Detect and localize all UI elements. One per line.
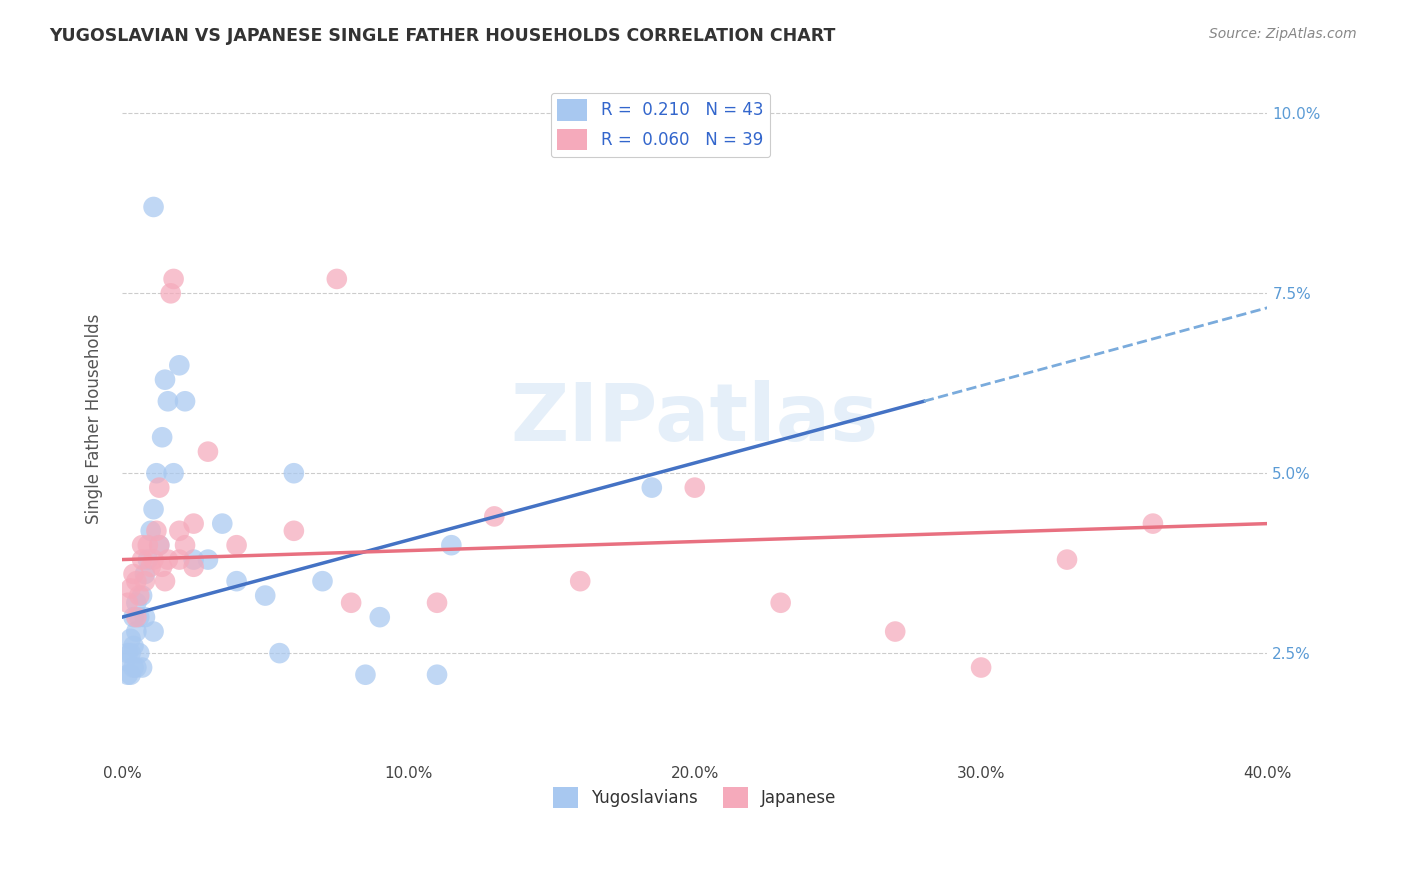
Point [153,373,176,387]
Point [125,624,148,639]
Point [128,589,150,603]
Point [150,430,173,444]
Point [162,272,184,286]
Point [120,667,142,681]
Point [120,646,142,660]
Point [114,653,136,667]
Point [169,359,191,373]
Point [139,524,162,538]
Point [142,552,165,566]
Point [125,596,148,610]
Point [440,538,463,552]
Point [125,610,148,624]
Point [120,582,142,596]
Text: YUGOSLAVIAN VS JAPANESE SINGLE FATHER HOUSEHOLDS CORRELATION CHART: YUGOSLAVIAN VS JAPANESE SINGLE FATHER HO… [49,27,835,45]
Point [197,552,219,566]
Point [169,524,191,538]
Point [148,538,170,552]
Point [128,646,150,660]
Point [197,444,219,458]
Point [426,667,449,681]
Point [183,552,205,566]
Point [156,552,179,566]
Point [117,596,139,610]
Point [641,481,664,495]
Point [131,552,153,566]
Point [426,596,449,610]
Point [269,646,291,660]
Point [122,660,145,674]
Point [884,624,907,639]
Point [326,272,349,286]
Point [150,559,173,574]
Point [148,538,170,552]
Point [156,394,179,409]
Point [117,667,139,681]
Text: Source: ZipAtlas.com: Source: ZipAtlas.com [1209,27,1357,41]
Point [136,538,159,552]
Point [183,516,205,531]
Point [769,596,792,610]
Point [970,660,993,674]
Point [128,610,150,624]
Point [1056,552,1078,566]
Point [283,467,305,481]
Point [142,502,165,516]
Point [122,610,145,624]
Point [117,646,139,660]
Point [142,624,165,639]
Point [340,596,363,610]
Text: ZIPatlas: ZIPatlas [510,380,879,458]
Point [134,574,156,589]
Point [122,639,145,653]
Point [169,552,191,566]
Point [131,538,153,552]
Point [145,524,167,538]
Point [225,574,247,589]
Point [131,589,153,603]
Point [148,481,170,495]
Point [311,574,333,589]
Point [183,559,205,574]
Point [569,574,592,589]
Legend: Yugoslavians, Japanese: Yugoslavians, Japanese [546,780,844,814]
Point [162,467,184,481]
Point [134,610,156,624]
Point [120,632,142,646]
Point [122,566,145,581]
Point [225,538,247,552]
Point [254,589,277,603]
Point [145,467,167,481]
Point [139,559,162,574]
Point [153,574,176,589]
Point [125,660,148,674]
Point [174,394,197,409]
Point [125,574,148,589]
Point [131,660,153,674]
Point [136,552,159,566]
Point [159,286,181,301]
Point [354,667,377,681]
Point [283,524,305,538]
Point [1142,516,1164,531]
Point [211,516,233,531]
Point [174,538,197,552]
Point [484,509,506,524]
Point [142,200,165,214]
Y-axis label: Single Father Households: Single Father Households [86,314,103,524]
Point [683,481,706,495]
Point [134,566,156,581]
Point [368,610,391,624]
